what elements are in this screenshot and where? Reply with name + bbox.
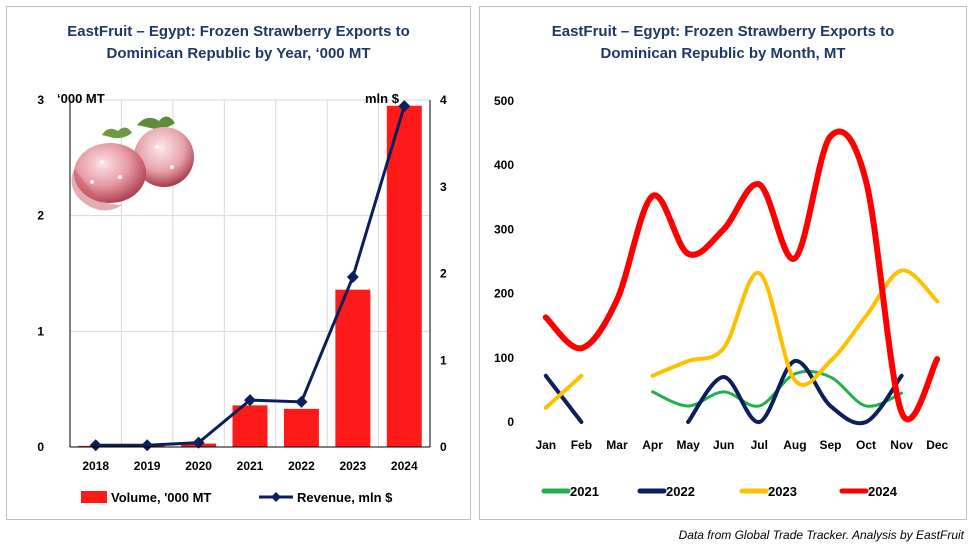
x-tick-label-2023: 2023 xyxy=(340,459,367,473)
legend-revenue-marker xyxy=(271,492,281,502)
month-label-Oct: Oct xyxy=(856,438,876,452)
monthly-y-tick-label: 300 xyxy=(494,222,514,236)
monthly-y-tick-label: 400 xyxy=(494,158,514,172)
left-y-tick-label: 1 xyxy=(37,324,44,338)
month-label-Jan: Jan xyxy=(535,438,556,452)
legend-2024-label: 2024 xyxy=(868,484,898,499)
revenue-marker-2020 xyxy=(192,436,205,449)
right-y-tick-label: 0 xyxy=(440,440,447,454)
x-tick-label-2021: 2021 xyxy=(237,459,264,473)
x-tick-label-2020: 2020 xyxy=(185,459,212,473)
month-label-Sep: Sep xyxy=(819,438,841,452)
revenue-marker-2024 xyxy=(398,100,411,113)
x-tick-label-2018: 2018 xyxy=(82,459,109,473)
x-tick-label-2024: 2024 xyxy=(391,459,418,473)
yearly-chart-panel: EastFruit – Egypt: Frozen Strawberry Exp… xyxy=(6,6,471,520)
yearly-chart: 0 1 2 3 0 1 2 3 4 2018 2019 2020 2021 2022 2023 2024 ‘0… xyxy=(37,91,447,505)
revenue-marker-2023 xyxy=(346,270,359,283)
monthly-y-tick-label: 500 xyxy=(494,94,514,108)
monthly-y-tick-label: 200 xyxy=(494,287,514,301)
series-2024-line-0 xyxy=(542,128,941,423)
month-label-Mar: Mar xyxy=(606,438,628,452)
volume-bar-2021 xyxy=(232,405,268,447)
legend-volume-label: Volume, '000 MT xyxy=(111,490,211,505)
monthly-chart-panel: EastFruit – Egypt: Frozen Strawberry Exp… xyxy=(479,6,967,520)
volume-bar-2024 xyxy=(386,105,422,448)
x-tick-label-2019: 2019 xyxy=(134,459,161,473)
month-label-Jun: Jun xyxy=(713,438,734,452)
frozen-strawberries-image xyxy=(71,116,194,211)
month-label-Dec: Dec xyxy=(926,438,948,452)
right-y-tick-label: 3 xyxy=(440,180,447,194)
left-axis-unit: ‘000 MT xyxy=(57,91,105,106)
left-y-tick-label: 3 xyxy=(37,93,44,107)
monthly-chart-legend: 2021 2022 2023 2024 xyxy=(541,484,898,499)
left-y-tick-label: 0 xyxy=(37,440,44,454)
right-y-tick-label: 4 xyxy=(440,93,447,107)
legend-revenue-label: Revenue, mln $ xyxy=(297,490,393,505)
month-label-Aug: Aug xyxy=(783,438,806,452)
legend-2022-label: 2022 xyxy=(666,484,695,499)
series-2023-line-0 xyxy=(543,373,584,410)
month-label-May: May xyxy=(676,438,700,452)
yearly-chart-title: EastFruit – Egypt: Frozen Strawberry Exp… xyxy=(67,23,410,62)
month-label-Apr: Apr xyxy=(642,438,663,452)
series-2022-line-1 xyxy=(686,359,904,426)
volume-bar-2023 xyxy=(335,289,371,447)
x-tick-label-2022: 2022 xyxy=(288,459,315,473)
series-2023-line-1 xyxy=(650,268,940,387)
legend-2021-label: 2021 xyxy=(570,484,599,499)
legend-2023-label: 2023 xyxy=(768,484,797,499)
volume-bar-2022 xyxy=(283,408,319,447)
monthly-chart: 0 100 200 300 400 500 Jan Feb Mar Apr May Jun Jul Aug… xyxy=(494,94,949,499)
monthly-y-tick-label: 0 xyxy=(507,415,514,429)
series-2022-line-0 xyxy=(543,373,584,424)
right-axis-unit: mln $ xyxy=(365,91,400,106)
revenue-marker-2022 xyxy=(295,395,308,408)
monthly-y-tick-label: 100 xyxy=(494,351,514,365)
revenue-marker-2021 xyxy=(244,394,256,407)
left-y-tick-label: 2 xyxy=(37,209,44,223)
right-y-tick-label: 2 xyxy=(440,267,447,281)
month-label-Nov: Nov xyxy=(890,438,913,452)
legend-volume-swatch xyxy=(81,491,107,503)
revenue-marker-2019 xyxy=(141,439,154,452)
revenue-marker-2018 xyxy=(89,439,102,452)
monthly-chart-title: EastFruit – Egypt: Frozen Strawberry Exp… xyxy=(551,23,895,62)
yearly-chart-legend: Volume, '000 MT Revenue, mln $ xyxy=(81,490,393,505)
source-note: Data from Global Trade Tracker. Analysis… xyxy=(678,528,964,542)
month-label-Feb: Feb xyxy=(571,438,592,452)
month-label-Jul: Jul xyxy=(751,438,768,452)
right-y-tick-label: 1 xyxy=(440,353,447,367)
